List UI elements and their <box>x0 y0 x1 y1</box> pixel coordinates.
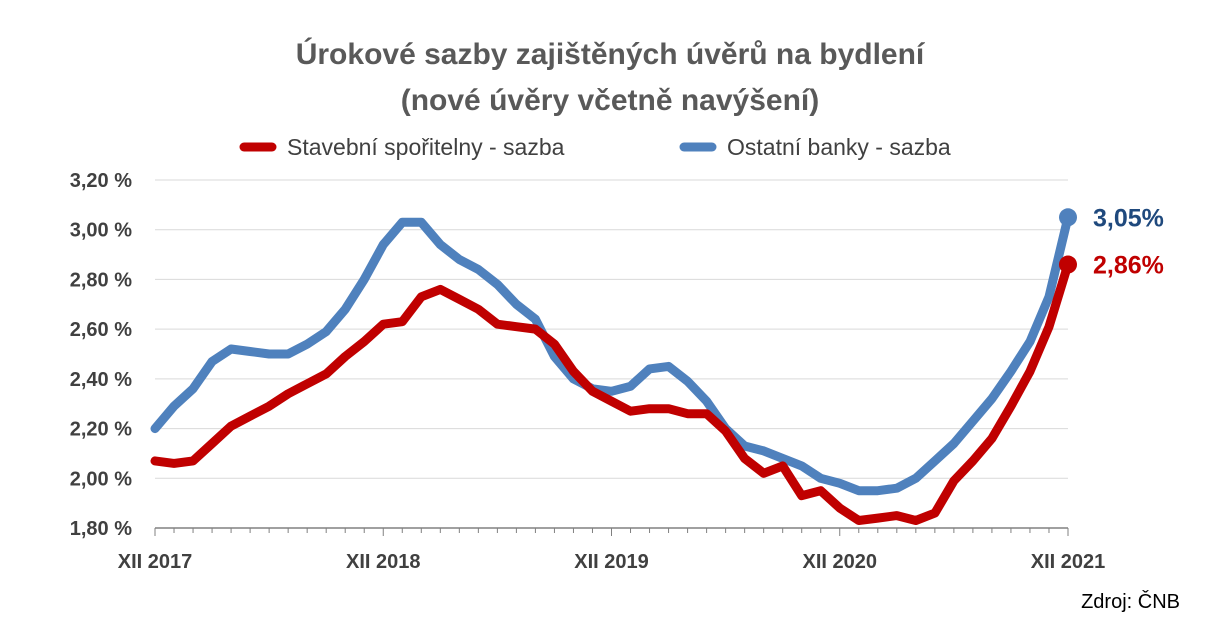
chart-title: Úrokové sazby zajištěných úvěrů na bydle… <box>296 37 926 71</box>
y-tick-label: 3,00 % <box>70 220 132 242</box>
y-tick-label: 2,20 % <box>70 419 132 441</box>
x-tick-label: XII 2017 <box>118 551 193 573</box>
end-points: 2,86% 3,05% <box>1059 204 1164 280</box>
series-lines <box>150 212 1073 525</box>
x-tick-label: XII 2020 <box>802 551 877 573</box>
y-tick-label: 3,20 % <box>70 170 132 192</box>
end-value-label: 2,86% <box>1093 252 1164 280</box>
legend: Stavební spořitelny - sazba Ostatní bank… <box>239 134 951 160</box>
end-point-marker <box>1059 255 1077 274</box>
legend-label-ostatni: Ostatní banky - sazba <box>727 134 951 160</box>
y-tick-label: 2,00 % <box>70 468 132 490</box>
series-line-ostatni-banky <box>150 212 1073 496</box>
y-tick-label: 2,80 % <box>70 269 132 291</box>
y-tick-label: 2,40 % <box>70 369 132 391</box>
x-tick-label: XII 2019 <box>574 551 649 573</box>
gridlines <box>155 179 1068 479</box>
series-line-stavebni-sporitelny <box>150 260 1073 525</box>
x-tick-label: XII 2018 <box>346 551 421 573</box>
y-tick-label: 2,60 % <box>70 319 132 341</box>
x-axis: XII 2017 XII 2018 XII 2019 XII 2020 XII 2021 <box>118 527 1106 573</box>
end-value-label: 3,05% <box>1093 204 1164 232</box>
source-note: Zdroj: ČNB <box>1081 590 1180 613</box>
end-point-marker <box>1059 208 1077 227</box>
y-axis-ticks: 1,80 % 2,00 % 2,20 % 2,40 % 2,60 % 2,80 % 3,00… <box>70 170 132 540</box>
y-tick-label: 1,80 % <box>70 518 132 540</box>
legend-label-stavebni: Stavební spořitelny - sazba <box>287 134 565 160</box>
chart-subtitle: (nové úvěry včetně navýšení) <box>401 84 820 117</box>
x-tick-label: XII 2021 <box>1031 551 1106 573</box>
